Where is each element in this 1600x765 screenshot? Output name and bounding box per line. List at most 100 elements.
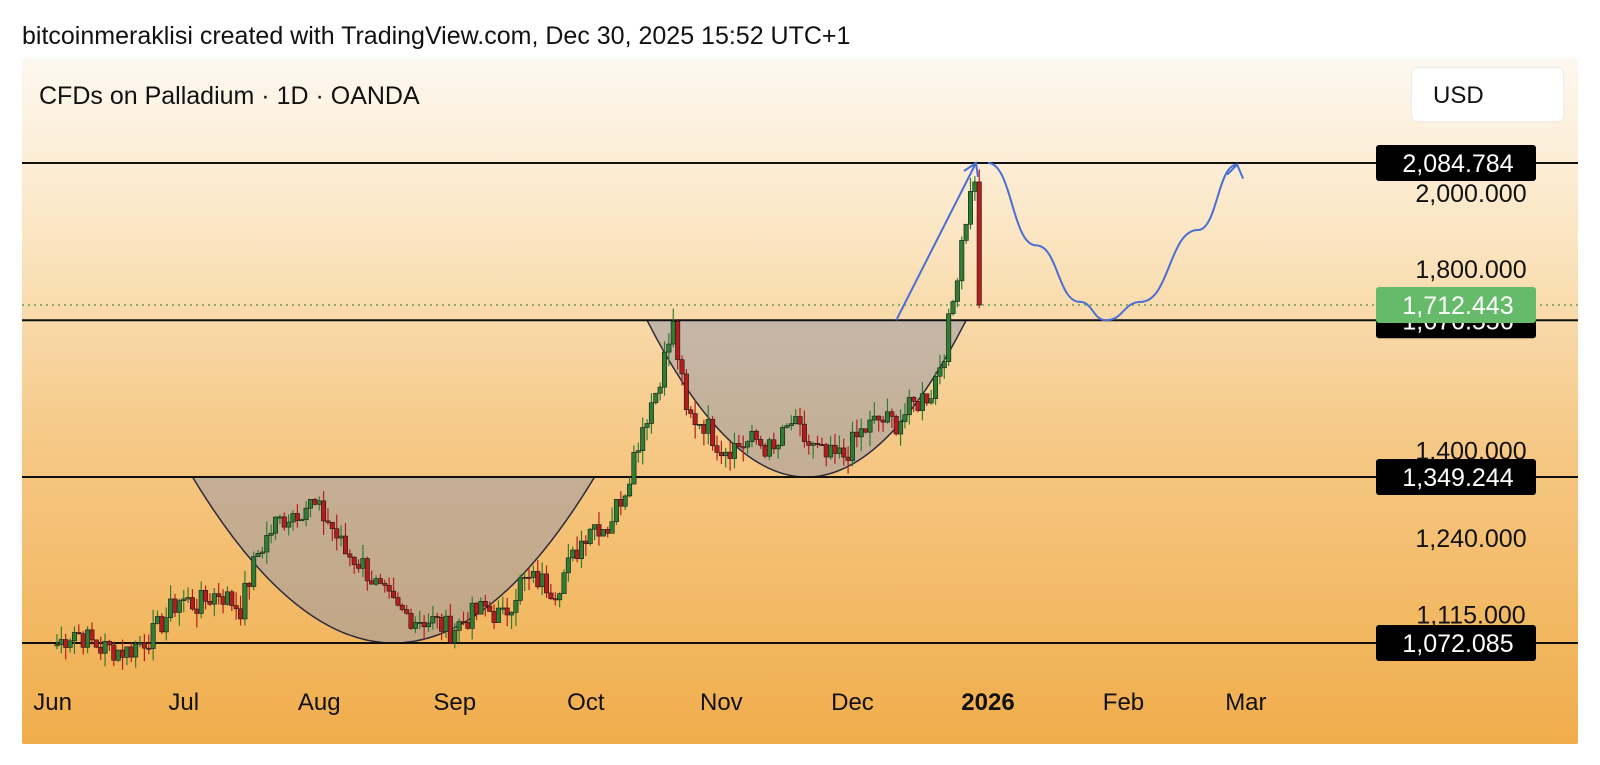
candle-body: [919, 393, 925, 411]
candle-body: [539, 573, 545, 588]
candle-body: [412, 622, 418, 629]
symbol-title: CFDs on Palladium · 1D · OANDA: [39, 82, 420, 110]
candle: [565, 543, 571, 582]
candle: [679, 355, 685, 386]
candle-body: [386, 585, 392, 592]
chart-panel[interactable]: 2,000.000 1,800.000 1,400.000 1,240.000 1,11…: [22, 58, 1578, 744]
candle: [653, 392, 659, 405]
candle-body: [233, 605, 239, 610]
x-tick-label: Jun: [33, 689, 72, 716]
x-tick-label: Mar: [1225, 689, 1266, 716]
candle: [399, 603, 405, 612]
candle-body: [552, 598, 558, 601]
candle-body: [731, 443, 737, 459]
candle-body: [946, 313, 952, 363]
candle-body: [58, 639, 64, 645]
candle-body: [76, 632, 82, 634]
candle-body: [242, 582, 248, 620]
candle: [89, 622, 95, 645]
candle-body: [290, 513, 296, 523]
candle: [487, 601, 493, 612]
candle: [622, 494, 628, 510]
candle-body: [696, 423, 702, 426]
candle-body: [268, 532, 274, 536]
candle: [701, 419, 707, 446]
candle-body: [710, 418, 716, 447]
candle-body: [749, 430, 755, 442]
last-price-badge: 1,712.443: [1376, 286, 1536, 323]
candle-body: [570, 549, 576, 559]
candle-body: [517, 577, 523, 601]
candle-body: [120, 649, 126, 658]
candle: [627, 477, 633, 498]
candle: [723, 447, 729, 468]
candle: [644, 419, 650, 441]
candle: [155, 610, 161, 625]
horizontal-levels: [22, 162, 1578, 644]
candle: [771, 432, 777, 454]
candle-body: [456, 621, 462, 631]
candle-body: [863, 428, 869, 433]
candle: [718, 440, 724, 464]
candle: [268, 524, 274, 544]
candle-body: [509, 612, 515, 616]
candle-body: [474, 602, 480, 615]
candle: [54, 634, 60, 650]
candle: [351, 556, 357, 574]
candle-body: [85, 629, 91, 648]
candle: [58, 626, 64, 654]
candle: [430, 605, 436, 630]
candle: [273, 516, 279, 540]
x-tick-label: Nov: [700, 689, 743, 716]
candle-body: [561, 572, 567, 594]
level-badge-4-bg: [1376, 625, 1536, 661]
candle-body: [329, 521, 335, 529]
candle-body: [334, 528, 340, 539]
candle: [115, 649, 121, 663]
candle-body: [924, 393, 930, 404]
candle-body: [399, 604, 405, 610]
candle: [321, 491, 327, 535]
candle-body: [163, 617, 169, 633]
candle: [959, 236, 965, 290]
candle-body: [587, 528, 593, 544]
candle-body: [688, 409, 694, 414]
candle: [670, 308, 676, 348]
candle: [233, 592, 239, 620]
candle-body: [181, 598, 187, 602]
level-badge-3-bg: [1376, 459, 1536, 496]
currency-button[interactable]: USD: [1411, 67, 1564, 122]
candle-body: [600, 529, 606, 537]
candle: [906, 389, 912, 425]
candle-body: [351, 556, 357, 565]
candle: [447, 603, 453, 644]
candle: [203, 585, 209, 610]
candle-body: [675, 321, 681, 360]
candle-body: [544, 573, 550, 594]
candle-body: [832, 444, 838, 454]
candle: [181, 590, 187, 613]
candle: [238, 595, 244, 626]
candle-body: [137, 642, 143, 645]
candle-body: [933, 375, 939, 399]
candle-body: [592, 524, 598, 530]
candle: [412, 616, 418, 633]
candle-body: [801, 423, 807, 442]
candle-body: [871, 415, 877, 421]
candle-body: [692, 413, 698, 426]
candle-body: [815, 443, 821, 445]
candle-body: [836, 447, 842, 454]
candle-body: [780, 427, 786, 446]
candle-body: [67, 640, 73, 648]
candle-body: [762, 445, 768, 457]
candle-body: [714, 445, 720, 453]
candle-body: [766, 439, 772, 457]
candle-body: [220, 596, 226, 605]
candle-body: [902, 414, 908, 422]
candle-body: [889, 411, 895, 417]
candle-body: [294, 513, 300, 521]
x-tick-label: Feb: [1103, 689, 1144, 716]
candle: [613, 499, 619, 525]
price-chart[interactable]: 2,000.0001,800.0001,400.0001,240.0001,11…: [22, 58, 1578, 744]
candle: [775, 443, 781, 459]
